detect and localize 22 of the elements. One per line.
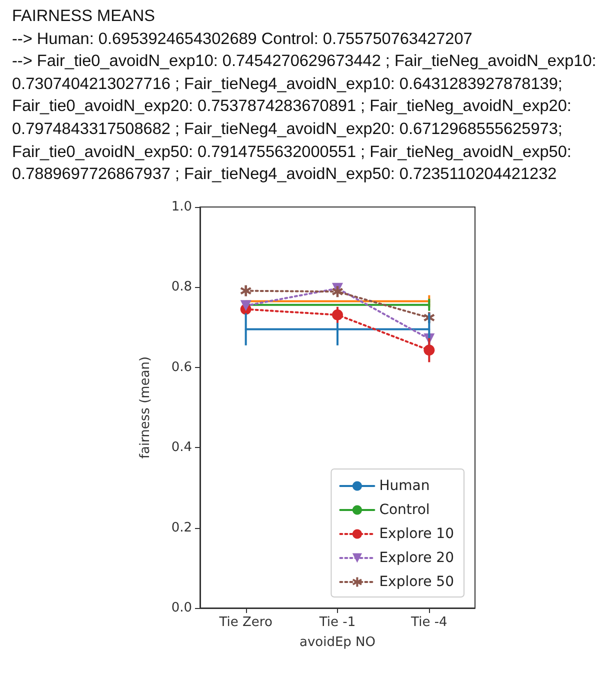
y-tick-label: 0.4: [171, 440, 192, 456]
text: --> Fair_tie0_avoidN_exp10: 0.7454270629673442 ; Fair_tieNeg_avoidN_exp10: 0.7307404213027716 ; Fair_tieNeg4_avoidN_exp10: 0.6431283927878139; Fair_tie0_avoidN_exp20: 0.7537874283670891 ; Fair_tieNeg_avoidN_exp20: 0.7974843317508682 ; Fair_tieNeg4_avoidN_exp20: 0.6712968555625973; Fair_tie0_avoidN_exp50: 0.7914755632000551 ; Fair_tieNeg_avoidN_exp50: 0.7889697726867937 ; Fair_tieNeg4_avoidN_exp50: 0.7235110204421232: [12, 51, 598, 186]
y-tick-label: 1.0: [171, 200, 192, 214]
y-axis-title: fairness (mean): [138, 356, 153, 459]
y-tick-label: 0.0: [171, 600, 192, 616]
x-tick-label: Tie -1: [318, 615, 356, 630]
y-tick-label: 0.6: [171, 360, 192, 375]
x-tick-label: Tie -4: [410, 615, 448, 630]
legend-label: Human: [379, 478, 430, 494]
legend-label: Control: [379, 502, 430, 518]
y-tick-label: 0.2: [171, 520, 192, 536]
point: [240, 285, 252, 296]
point: [332, 286, 343, 298]
point: [240, 300, 252, 312]
legend-label: Explore 50: [379, 574, 454, 590]
y-tick-label: 0.8: [171, 280, 192, 295]
legend-label: Explore 10: [379, 526, 454, 542]
text: --> Human: 0.6953924654302689 Control: 0.755750763427207: [12, 28, 474, 50]
x-tick-label: Tie Zero: [218, 615, 272, 630]
x-axis-title: avoidEp NO: [299, 635, 376, 650]
legend-label: Explore 20: [379, 550, 454, 566]
chart-title: FAIRNESS MEANS: [12, 6, 156, 27]
